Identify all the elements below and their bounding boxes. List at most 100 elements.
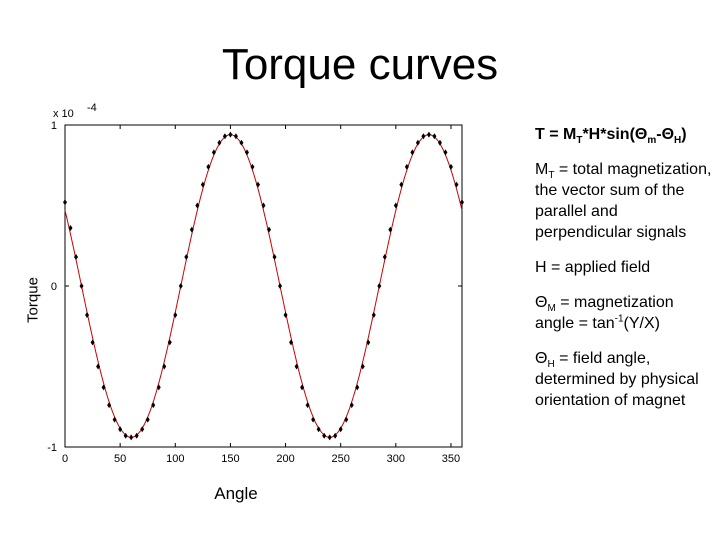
data-point bbox=[151, 402, 156, 409]
data-point bbox=[382, 254, 387, 261]
data-point bbox=[267, 226, 272, 233]
data-point bbox=[443, 149, 448, 156]
x-tick-label: 300 bbox=[387, 453, 405, 465]
data-point bbox=[162, 363, 167, 370]
data-point bbox=[311, 416, 316, 423]
data-point bbox=[140, 426, 145, 433]
data-point bbox=[272, 254, 277, 261]
x-tick-label: 50 bbox=[114, 453, 126, 465]
data-point bbox=[68, 225, 73, 232]
data-point bbox=[448, 163, 453, 170]
x-axis-label: Angle bbox=[214, 484, 258, 503]
data-point bbox=[327, 434, 332, 441]
data-point bbox=[388, 226, 393, 233]
data-markers bbox=[63, 131, 464, 441]
data-point bbox=[244, 149, 249, 156]
data-point bbox=[410, 149, 415, 156]
note-mt: MT = total magnetization, the vector sum… bbox=[535, 161, 712, 241]
data-point bbox=[377, 283, 382, 289]
data-point bbox=[294, 363, 299, 370]
data-point bbox=[305, 402, 310, 409]
data-point bbox=[338, 426, 343, 433]
x-tick-label: 0 bbox=[62, 453, 68, 465]
data-point bbox=[355, 384, 360, 391]
y-scale-exponent: -4 bbox=[87, 102, 97, 114]
fit-line-group bbox=[64, 134, 463, 438]
notes-panel: T = MT*H*sin(Θm-ΘH) MT = total magnetiza… bbox=[535, 124, 715, 425]
data-point bbox=[228, 131, 233, 138]
data-point bbox=[454, 181, 459, 188]
plot-frame bbox=[64, 124, 463, 448]
x-tick-label: 150 bbox=[221, 453, 239, 465]
x-tick-label: 100 bbox=[166, 453, 184, 465]
data-point bbox=[421, 133, 426, 140]
chart-axes: 0 50 100 150 200 250 300 350 -1 0 1x 10 -4 bbox=[47, 102, 463, 465]
data-point bbox=[90, 339, 95, 346]
data-point bbox=[371, 311, 376, 318]
data-point bbox=[63, 199, 67, 206]
y-scale-note: x 10 bbox=[53, 108, 74, 120]
data-point bbox=[85, 311, 90, 318]
x-tick-label: 200 bbox=[276, 453, 294, 465]
y-tick-label: 1 bbox=[51, 120, 57, 132]
data-point bbox=[211, 149, 216, 156]
data-point bbox=[437, 139, 442, 146]
data-point bbox=[255, 181, 260, 188]
data-point bbox=[393, 202, 398, 209]
data-point bbox=[278, 283, 283, 289]
data-point bbox=[222, 133, 227, 140]
data-point bbox=[96, 363, 101, 370]
data-point bbox=[426, 131, 431, 138]
data-point bbox=[156, 384, 161, 391]
data-point bbox=[134, 432, 139, 439]
data-point bbox=[404, 163, 409, 170]
data-point bbox=[349, 402, 354, 409]
data-point bbox=[173, 311, 178, 318]
data-point bbox=[322, 432, 327, 439]
x-tick-label: 350 bbox=[442, 453, 460, 465]
note-theta-h: ΘH = field angle, determined by physical… bbox=[535, 350, 699, 409]
data-point bbox=[344, 416, 349, 423]
y-tick-label: 0 bbox=[51, 281, 57, 293]
data-point bbox=[239, 139, 244, 146]
torque-formula: T = MT*H*sin(Θm-ΘH) bbox=[535, 126, 687, 147]
data-point bbox=[415, 139, 420, 146]
data-point bbox=[233, 133, 238, 140]
data-point bbox=[112, 416, 117, 423]
data-point bbox=[184, 254, 189, 261]
data-point bbox=[366, 339, 371, 346]
data-point bbox=[178, 283, 183, 289]
data-point bbox=[167, 339, 172, 346]
data-point bbox=[360, 363, 365, 370]
data-point bbox=[250, 163, 255, 170]
data-point bbox=[316, 426, 321, 433]
data-point bbox=[118, 426, 123, 433]
data-point bbox=[300, 384, 305, 391]
data-point bbox=[129, 434, 134, 441]
data-point bbox=[145, 416, 150, 423]
data-point bbox=[283, 311, 288, 318]
data-point bbox=[195, 202, 200, 209]
x-tick-label: 250 bbox=[332, 453, 350, 465]
y-tick-label: -1 bbox=[47, 442, 57, 454]
note-h: H = applied field bbox=[535, 259, 651, 276]
data-point bbox=[432, 133, 437, 140]
data-point bbox=[217, 139, 222, 146]
data-point bbox=[101, 384, 106, 391]
data-point bbox=[289, 339, 294, 346]
data-point bbox=[123, 432, 128, 439]
data-point bbox=[333, 432, 338, 439]
y-axis-label: Torque bbox=[24, 277, 42, 323]
data-point bbox=[79, 283, 84, 289]
fit-line bbox=[64, 134, 463, 438]
data-point bbox=[206, 163, 211, 170]
data-point bbox=[74, 254, 79, 261]
data-point bbox=[107, 402, 112, 409]
data-point bbox=[399, 181, 404, 188]
data-point bbox=[460, 199, 464, 206]
chart-title: Torque curves bbox=[221, 40, 499, 89]
data-point bbox=[261, 202, 266, 209]
note-theta-m: ΘM = magnetization angle = tan-1(Y/X) bbox=[535, 294, 674, 332]
data-point bbox=[189, 226, 194, 233]
data-point bbox=[200, 181, 205, 188]
